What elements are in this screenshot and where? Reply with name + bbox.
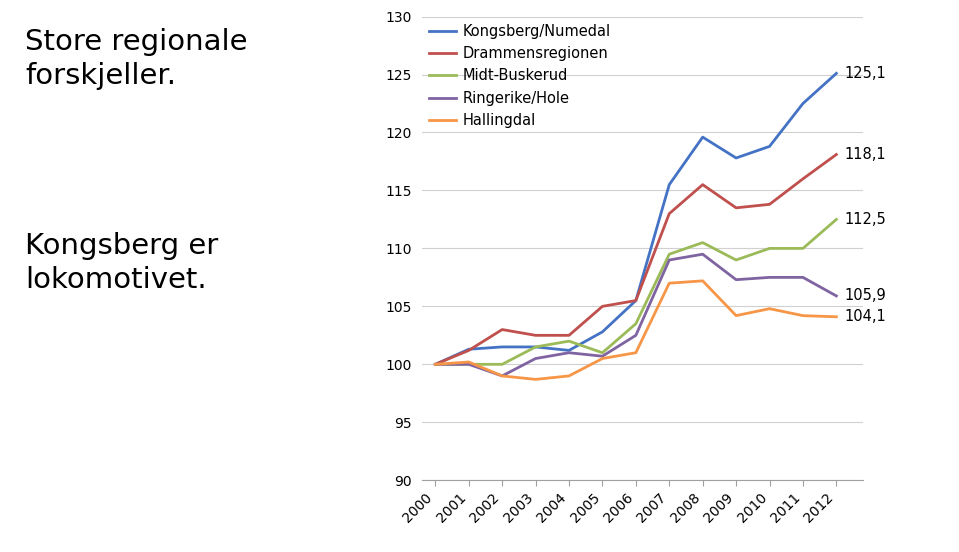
Line: Ringerike/Hole: Ringerike/Hole <box>435 254 836 376</box>
Text: 112,5: 112,5 <box>845 212 886 227</box>
Ringerike/Hole <box>664 257 675 263</box>
Ringerike/Hole <box>497 373 508 379</box>
Midt-Buskerud <box>763 245 775 252</box>
Text: 118,1: 118,1 <box>845 147 886 162</box>
Hallingdal <box>797 312 808 319</box>
Drammensregionen <box>630 298 642 304</box>
Ringerike/Hole <box>797 274 808 281</box>
Midt-Buskerud <box>463 361 475 368</box>
Hallingdal <box>497 373 508 379</box>
Kongsberg/Numedal <box>697 134 709 140</box>
Hallingdal <box>596 355 608 362</box>
Text: Store regionale
forskjeller.: Store regionale forskjeller. <box>25 28 247 90</box>
Midt-Buskerud <box>697 240 709 246</box>
Midt-Buskerud <box>630 320 642 327</box>
Ringerike/Hole <box>529 355 541 362</box>
Hallingdal <box>731 312 742 319</box>
Ringerike/Hole <box>630 332 642 339</box>
Kongsberg/Numedal <box>430 361 441 368</box>
Hallingdal <box>529 376 541 383</box>
Midt-Buskerud <box>563 338 574 344</box>
Midt-Buskerud <box>731 257 742 263</box>
Hallingdal <box>563 373 574 379</box>
Kongsberg/Numedal <box>596 328 608 335</box>
Drammensregionen <box>830 151 842 158</box>
Line: Hallingdal: Hallingdal <box>435 281 836 379</box>
Hallingdal <box>630 349 642 356</box>
Ringerike/Hole <box>563 349 574 356</box>
Drammensregionen <box>529 332 541 339</box>
Text: 125,1: 125,1 <box>845 66 886 81</box>
Kongsberg/Numedal <box>763 143 775 150</box>
Legend: Kongsberg/Numedal, Drammensregionen, Midt-Buskerud, Ringerike/Hole, Hallingdal: Kongsberg/Numedal, Drammensregionen, Mid… <box>430 24 611 128</box>
Ringerike/Hole <box>731 277 742 283</box>
Drammensregionen <box>430 361 441 368</box>
Kongsberg/Numedal <box>463 346 475 353</box>
Midt-Buskerud <box>797 245 808 252</box>
Kongsberg/Numedal <box>563 347 574 354</box>
Drammensregionen <box>731 205 742 211</box>
Midt-Buskerud <box>529 343 541 351</box>
Line: Kongsberg/Numedal: Kongsberg/Numedal <box>435 73 836 364</box>
Ringerike/Hole <box>697 251 709 258</box>
Ringerike/Hole <box>763 274 775 281</box>
Kongsberg/Numedal <box>830 70 842 77</box>
Drammensregionen <box>763 201 775 208</box>
Line: Drammensregionen: Drammensregionen <box>435 155 836 364</box>
Midt-Buskerud <box>664 251 675 258</box>
Midt-Buskerud <box>430 361 441 368</box>
Kongsberg/Numedal <box>630 298 642 304</box>
Hallingdal <box>830 314 842 320</box>
Kongsberg/Numedal <box>797 100 808 107</box>
Drammensregionen <box>463 347 475 354</box>
Ringerike/Hole <box>830 293 842 299</box>
Drammensregionen <box>563 332 574 339</box>
Drammensregionen <box>697 182 709 188</box>
Ringerike/Hole <box>430 361 441 368</box>
Line: Midt-Buskerud: Midt-Buskerud <box>435 220 836 364</box>
Text: 104,1: 104,1 <box>845 309 886 324</box>
Midt-Buskerud <box>497 361 508 368</box>
Drammensregionen <box>497 326 508 333</box>
Midt-Buskerud <box>830 216 842 223</box>
Ringerike/Hole <box>463 361 475 368</box>
Drammensregionen <box>596 303 608 310</box>
Hallingdal <box>697 278 709 284</box>
Kongsberg/Numedal <box>731 155 742 161</box>
Midt-Buskerud <box>596 349 608 356</box>
Kongsberg/Numedal <box>529 343 541 351</box>
Hallingdal <box>664 280 675 286</box>
Hallingdal <box>463 359 475 365</box>
Drammensregionen <box>664 210 675 217</box>
Ringerike/Hole <box>596 353 608 359</box>
Text: Kongsberg er
lokomotivet.: Kongsberg er lokomotivet. <box>25 232 219 294</box>
Kongsberg/Numedal <box>497 343 508 351</box>
Text: 105,9: 105,9 <box>845 289 886 304</box>
Hallingdal <box>430 361 441 368</box>
Drammensregionen <box>797 176 808 182</box>
Kongsberg/Numedal <box>664 182 675 188</box>
Hallingdal <box>763 305 775 312</box>
